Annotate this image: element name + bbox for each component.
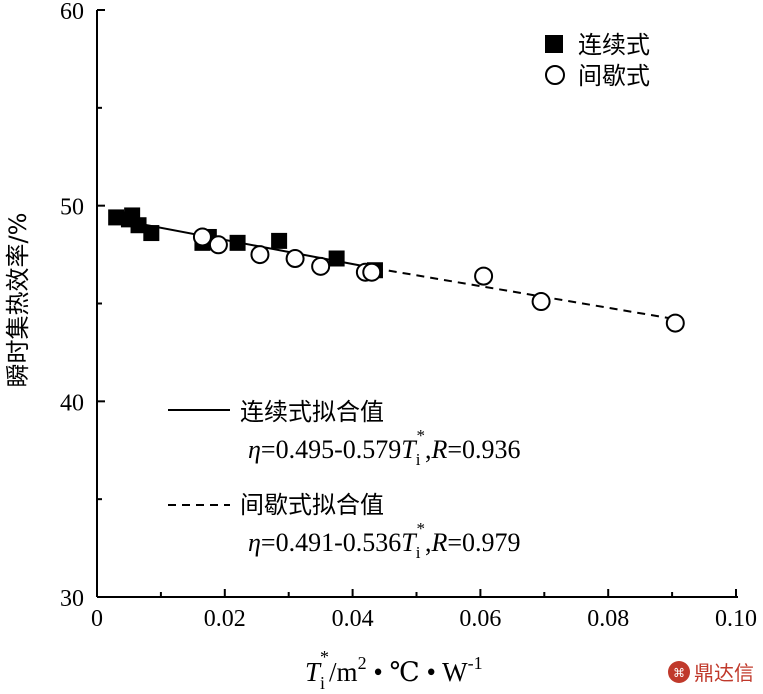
watermark-text: 鼎达信 [694, 661, 754, 685]
data-point-circle [474, 266, 494, 286]
fit-legend-label-continuous: 连续式拟合值 [240, 398, 384, 426]
x-tick-label: 0.06 [459, 606, 501, 632]
legend-label-intermittent: 间歇式 [578, 62, 650, 90]
y-ticks: 30 40 50 60 [60, 0, 105, 612]
y-tick-label: 50 [60, 195, 84, 221]
fit-legend-label-intermittent: 间歇式拟合值 [240, 491, 384, 519]
legend-marker-continuous [545, 35, 563, 53]
data-point-square [229, 234, 246, 251]
watermark: ⌘ 鼎达信 [668, 661, 754, 685]
data-point-square [130, 217, 147, 234]
legend-marker-intermittent [545, 65, 565, 85]
data-point-circle [192, 227, 212, 247]
fit-line-intermittent [374, 267, 676, 321]
data-point-circle [208, 235, 228, 255]
series-intermittent-points [192, 227, 685, 333]
y-tick-label: 40 [60, 390, 84, 416]
series-continuous-points [108, 207, 383, 279]
x-tick-label: 0.02 [204, 606, 246, 632]
x-tick-label: 0.08 [587, 606, 629, 632]
watermark-logo-icon [668, 661, 690, 683]
data-point-square [108, 209, 125, 226]
data-point-square [271, 232, 288, 249]
y-axis-label: 瞬时集热效率/% [4, 213, 32, 388]
fit-equation-continuous: η=0.495-0.579Ti*,R=0.936 [248, 426, 521, 469]
data-point-circle [250, 245, 270, 265]
legend-label-continuous: 连续式 [578, 31, 650, 59]
data-point-circle [531, 292, 551, 312]
fit-legend: 连续式拟合值 η=0.495-0.579Ti*,R=0.936 间歇式拟合值 η… [168, 398, 521, 562]
x-tick-label: 0.04 [332, 606, 374, 632]
legend: 连续式 间歇式 [545, 31, 650, 90]
data-point-circle [362, 262, 382, 282]
fit-equation-intermittent: η=0.491-0.536Ti*,R=0.979 [248, 519, 521, 562]
x-tick-label: 0 [91, 606, 103, 632]
data-point-circle [311, 256, 331, 276]
y-tick-label: 30 [60, 586, 84, 612]
data-point-square [143, 225, 160, 242]
x-axis-label: Ti*/m2 • ℃ • W-1 [305, 647, 483, 693]
data-point-circle [285, 248, 305, 268]
watermark-logo-glyph: ⌘ [673, 666, 685, 680]
x-ticks: 0 0.02 0.04 0.06 0.08 0.10 [91, 589, 757, 632]
data-point-square [328, 250, 345, 267]
y-tick-label: 60 [60, 0, 84, 25]
x-tick-label: 0.10 [715, 606, 757, 632]
data-point-circle [665, 313, 685, 333]
